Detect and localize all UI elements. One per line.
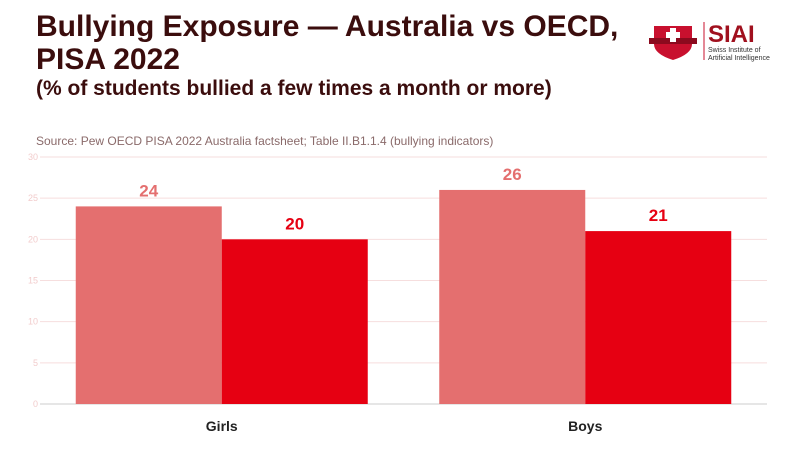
chart-title: Bullying Exposure — Australia vs OECD, P… [36,10,646,101]
x-tick-label: Boys [568,418,602,434]
source-note: Source: Pew OECD PISA 2022 Australia fac… [36,134,494,148]
svg-text:SIAI: SIAI [708,21,755,48]
x-tick-label: Girls [206,418,238,434]
bar [75,206,222,404]
y-tick-label: 5 [33,358,38,368]
svg-text:Artificial Intelligence: Artificial Intelligence [708,55,770,62]
y-tick-label: 10 [28,317,38,327]
bar [585,231,732,404]
y-tick-label: 20 [28,234,38,244]
title-subtitle: (% of students bullied a few times a mon… [36,77,552,100]
y-tick-label: 15 [28,276,38,286]
bar [439,189,586,404]
y-tick-label: 0 [33,399,38,409]
data-label: 21 [649,206,668,225]
y-tick-label: 30 [28,152,38,162]
title-main: Bullying Exposure — Australia vs OECD, P… [36,10,619,76]
bar [221,239,368,404]
data-label: 26 [503,165,522,184]
data-label: 20 [285,214,304,233]
y-tick-label: 25 [28,193,38,203]
svg-text:Swiss Institute of: Swiss Institute of [708,47,761,54]
data-label: 24 [139,181,158,200]
siai-logo: SIAI Swiss Institute of Artificial Intel… [648,18,798,62]
